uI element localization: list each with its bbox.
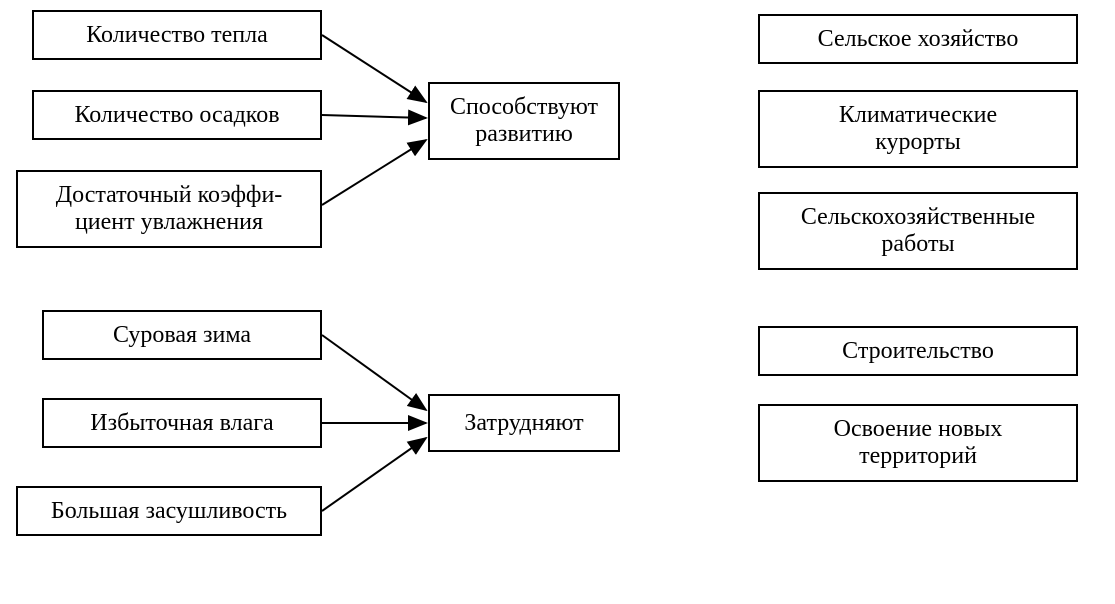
node-label: Сельское хозяйство [818,26,1019,53]
node-agriculture: Сельское хозяйство [758,14,1078,64]
node-label: Суровая зима [113,322,251,349]
node-label: Способствуютразвитию [450,94,598,148]
node-precipitation-amount: Количество осадков [32,90,322,140]
node-great-aridity: Большая засушливость [16,486,322,536]
node-label: Большая засушливость [51,498,287,525]
node-construction: Строительство [758,326,1078,376]
node-label: Освоение новыхтерриторий [834,416,1003,470]
node-climate-resorts: Климатическиекурорты [758,90,1078,168]
node-label: Избыточная влага [90,410,273,437]
arrow-edge [322,438,426,511]
node-label: Климатическиекурорты [839,102,997,156]
node-sufficient-moisture-coefficient: Достаточный коэффи-циент увлажнения [16,170,322,248]
arrow-edge [322,115,426,118]
node-hinder: Затрудняют [428,394,620,452]
node-heat-amount: Количество тепла [32,10,322,60]
node-label: Затрудняют [464,410,583,437]
node-new-territories-development: Освоение новыхтерриторий [758,404,1078,482]
arrow-edge [322,140,426,205]
node-label: Достаточный коэффи-циент увлажнения [56,182,283,236]
node-label: Количество тепла [86,22,268,49]
node-agricultural-work: Сельскохозяйственныеработы [758,192,1078,270]
node-excess-moisture: Избыточная влага [42,398,322,448]
node-label: Строительство [842,338,994,365]
arrow-edge [322,335,426,410]
arrow-edge [322,35,426,102]
node-severe-winter: Суровая зима [42,310,322,360]
node-label: Сельскохозяйственныеработы [801,204,1035,258]
node-promote-development: Способствуютразвитию [428,82,620,160]
node-label: Количество осадков [74,102,279,129]
